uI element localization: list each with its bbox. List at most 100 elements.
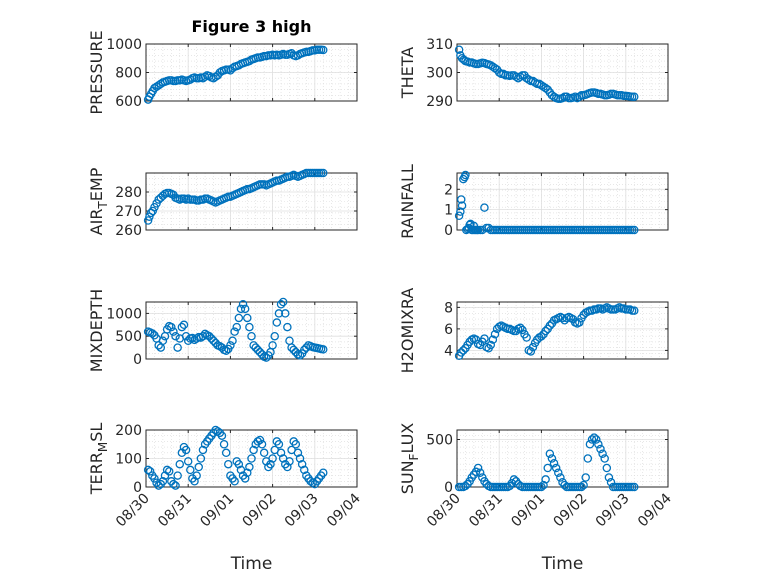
data-point — [509, 475, 519, 484]
data-point — [558, 313, 567, 323]
data-point — [262, 353, 271, 362]
data-point — [289, 345, 298, 355]
data-point — [221, 448, 231, 458]
x-tick-label: 09/04 — [324, 490, 364, 530]
data-point — [169, 327, 178, 336]
data-point — [268, 341, 277, 350]
data-point — [177, 448, 187, 458]
data-point — [266, 459, 275, 469]
data-point — [200, 72, 210, 82]
data-point — [211, 425, 220, 435]
data-point — [148, 329, 157, 338]
y-tick-label: 500 — [426, 433, 453, 449]
data-point — [224, 459, 233, 469]
data-point — [480, 203, 489, 212]
data-point — [535, 79, 544, 89]
data-point — [581, 473, 590, 482]
y-axis-label: SUNFLUX — [398, 423, 421, 495]
y-tick-label: 800 — [115, 66, 142, 82]
data-point — [306, 477, 315, 486]
data-point — [456, 195, 466, 204]
data-point — [516, 323, 525, 333]
data-point — [606, 477, 616, 487]
data-point — [475, 468, 485, 477]
data-point — [547, 454, 557, 463]
y-tick-label: 500 — [115, 329, 142, 345]
data-point — [592, 435, 601, 444]
h2omixra-axes: 4 6 8 H2OMIXRA — [398, 288, 669, 373]
data-point — [160, 471, 170, 480]
data-point — [205, 71, 214, 81]
data-point — [454, 45, 464, 54]
data-point — [454, 211, 464, 220]
data-point — [251, 343, 260, 352]
y-tick-label: 260 — [115, 223, 142, 239]
data-point — [154, 341, 163, 350]
x-tick-label: 09/03 — [282, 491, 322, 531]
x-axis-label: Time — [230, 554, 273, 574]
data-point — [249, 445, 258, 455]
data-point — [240, 304, 250, 314]
data-point — [461, 481, 470, 491]
y-axis-label: RAINFALL — [398, 164, 417, 239]
data-point — [234, 459, 244, 469]
data-point — [539, 82, 548, 92]
x-tick-label: 09/04 — [635, 490, 675, 530]
y-tick-label: 1 — [444, 203, 453, 219]
x-tick-label: 08/30 — [424, 491, 464, 531]
y-axis-label: PRESSURE — [87, 30, 106, 114]
data-point — [274, 309, 284, 318]
y-tick-label: 1000 — [106, 306, 142, 322]
data-point — [539, 480, 548, 490]
data-point — [556, 473, 565, 482]
data-point — [318, 168, 328, 178]
data-point — [150, 474, 159, 483]
y-tick-label: 2 — [444, 182, 453, 198]
data-point — [302, 343, 311, 352]
data-point — [299, 465, 309, 475]
data-point — [602, 463, 612, 473]
data-point — [171, 331, 180, 341]
data-point — [318, 45, 328, 55]
data-point — [459, 174, 468, 184]
data-point — [596, 444, 605, 454]
y-axis-label: MIXDEPTH — [87, 289, 106, 372]
y-tick-label: 100 — [115, 452, 142, 468]
data-point — [276, 300, 286, 309]
data-point — [278, 297, 288, 307]
data-point — [240, 474, 250, 483]
y-tick-label: 200 — [115, 423, 142, 439]
data-point — [148, 206, 158, 216]
data-point — [308, 478, 317, 487]
y-tick-label: 310 — [426, 37, 453, 53]
data-point — [537, 482, 546, 492]
data-point — [554, 468, 563, 477]
data-point — [545, 321, 555, 330]
data-point — [209, 73, 218, 83]
data-point — [198, 445, 208, 455]
data-point — [558, 93, 567, 103]
data-point — [585, 439, 595, 449]
data-point — [255, 435, 265, 445]
y-tick-label: 0 — [444, 480, 453, 496]
data-point — [456, 207, 465, 216]
data-point — [217, 431, 227, 440]
data-point — [177, 322, 187, 332]
data-point — [213, 427, 222, 436]
data-point — [247, 454, 256, 463]
data-point — [274, 439, 284, 449]
data-point — [299, 345, 309, 355]
data-point — [549, 458, 559, 468]
data-point — [283, 462, 292, 472]
data-point — [488, 62, 498, 72]
data-point — [245, 322, 254, 332]
data-point — [486, 61, 496, 70]
y-tick-label: 4 — [444, 343, 453, 359]
data-point — [285, 457, 294, 466]
data-point — [457, 201, 467, 210]
data-point — [221, 346, 231, 356]
data-point — [295, 351, 305, 360]
data-point — [577, 482, 586, 492]
